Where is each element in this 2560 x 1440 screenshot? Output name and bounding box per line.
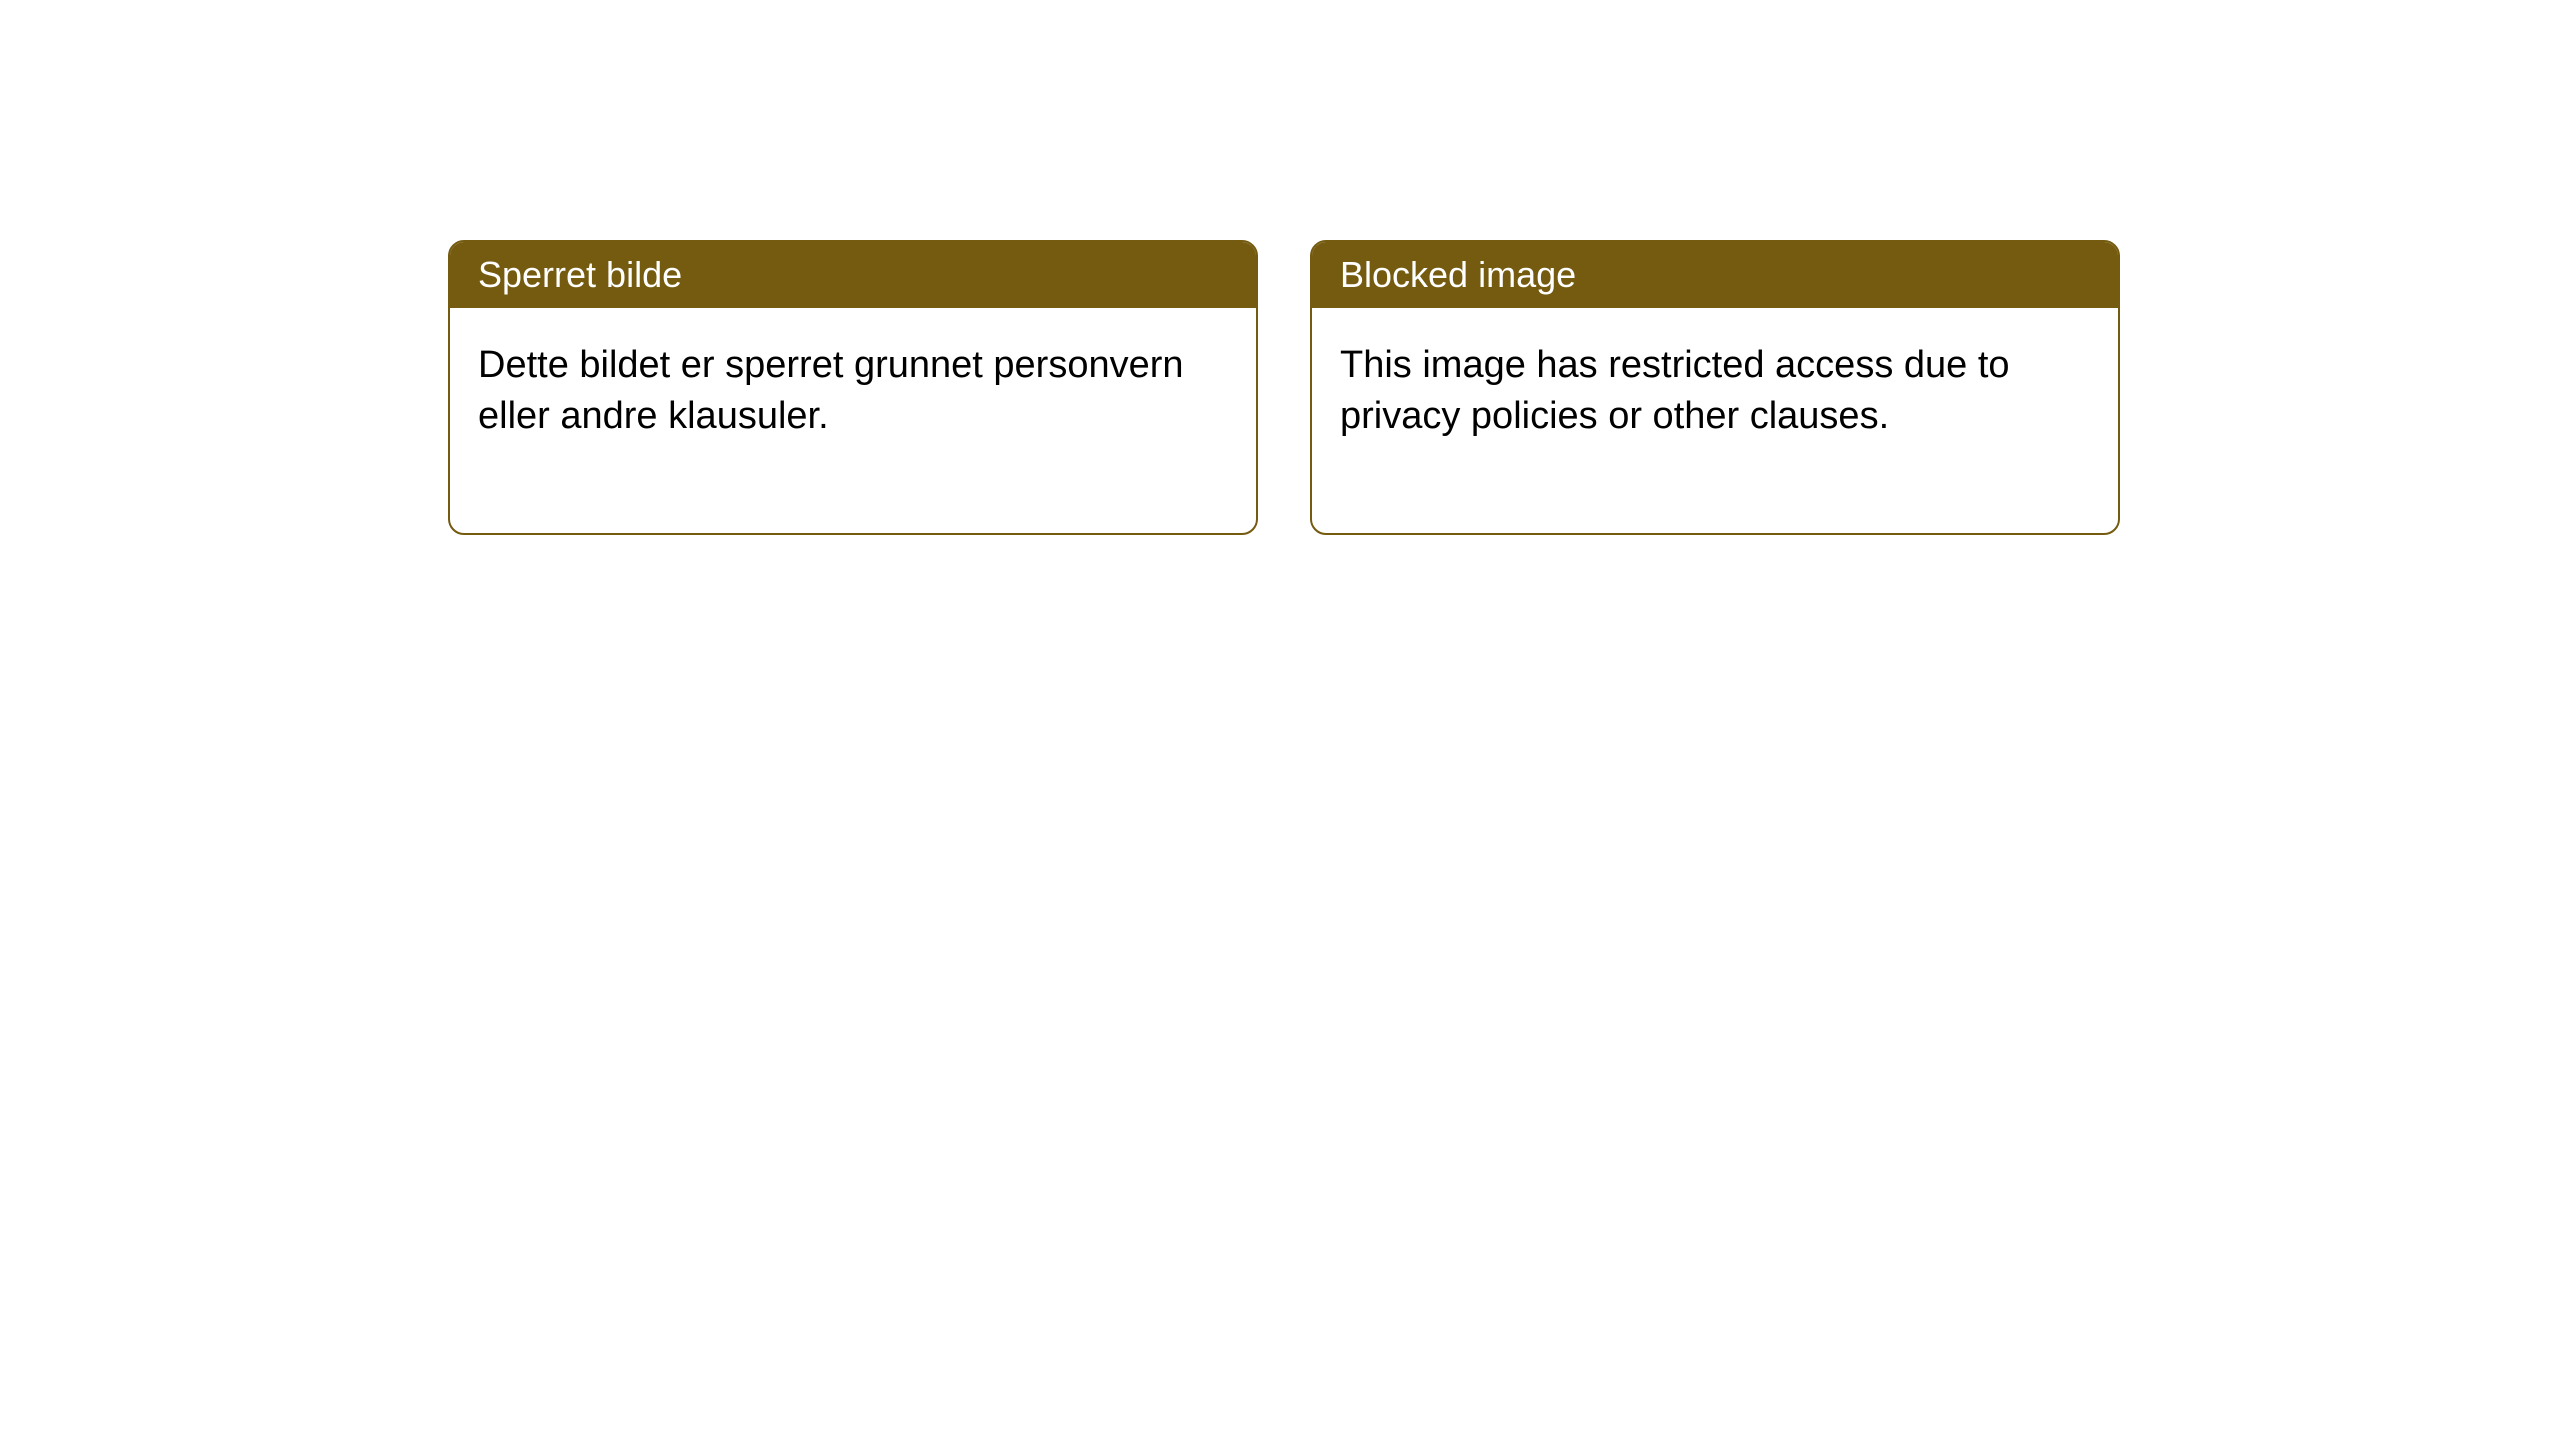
notice-title: Sperret bilde — [450, 242, 1256, 308]
notice-container: Sperret bilde Dette bildet er sperret gr… — [0, 0, 2560, 535]
notice-body: This image has restricted access due to … — [1312, 308, 2118, 533]
notice-card-english: Blocked image This image has restricted … — [1310, 240, 2120, 535]
notice-body: Dette bildet er sperret grunnet personve… — [450, 308, 1256, 533]
notice-card-norwegian: Sperret bilde Dette bildet er sperret gr… — [448, 240, 1258, 535]
notice-title: Blocked image — [1312, 242, 2118, 308]
